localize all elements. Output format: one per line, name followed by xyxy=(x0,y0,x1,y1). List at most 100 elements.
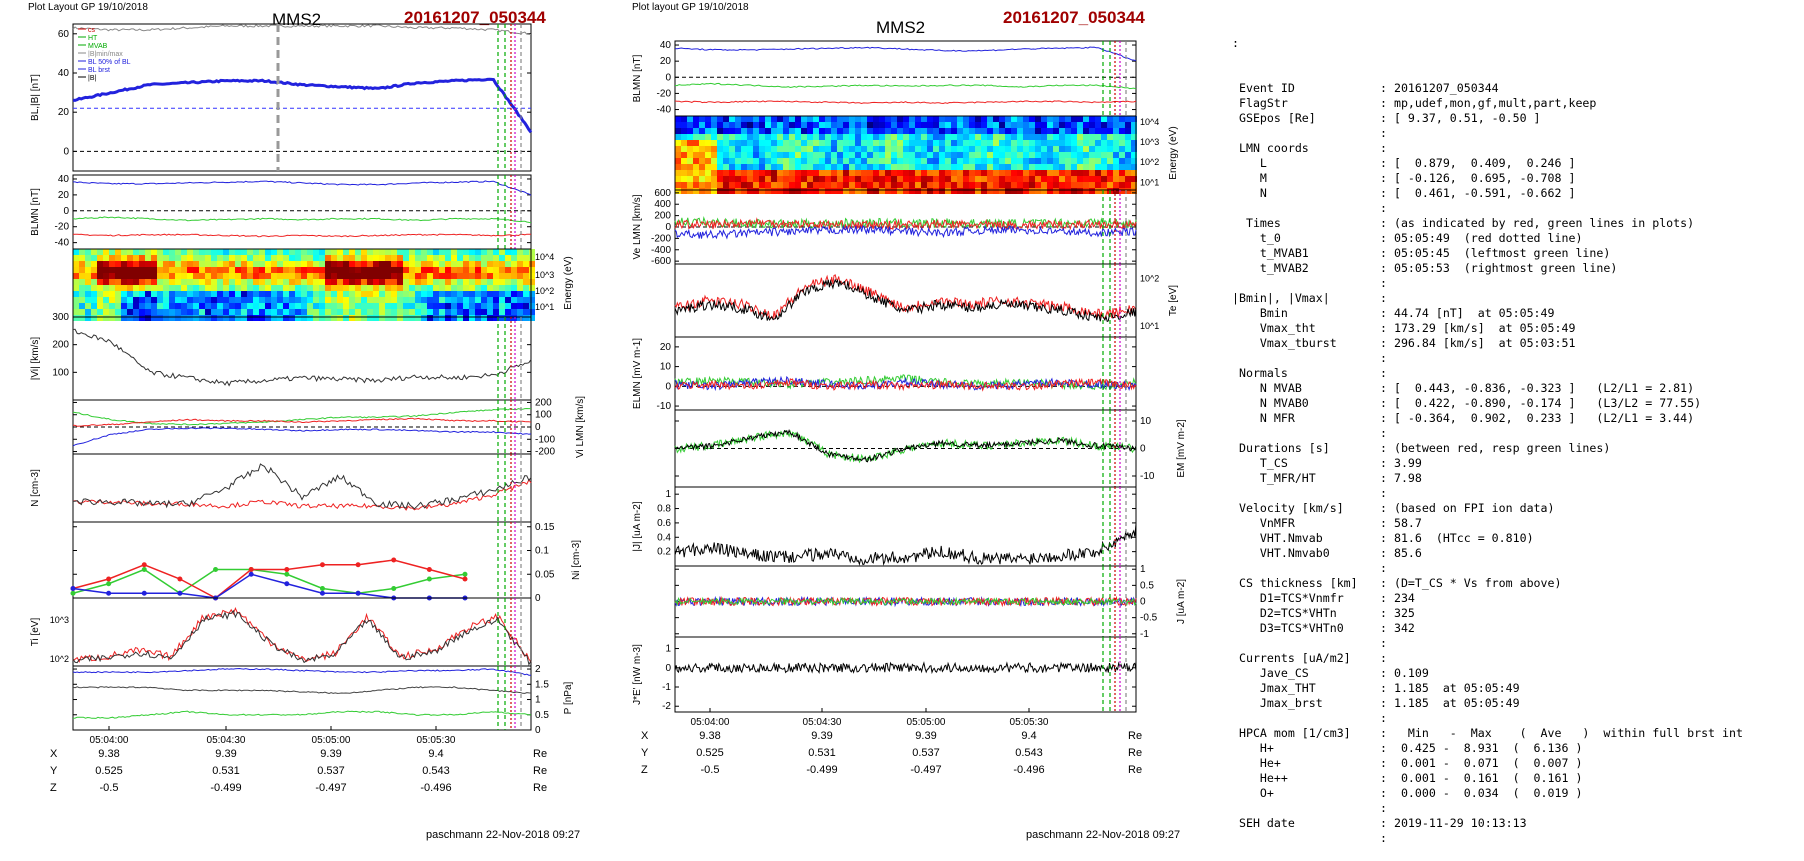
spectrogram-cell xyxy=(759,182,765,188)
spectrogram-cell xyxy=(795,182,801,188)
info-value: : 0.425 - 8.931 ( 6.136 ) xyxy=(1380,741,1583,755)
spectrogram-cell xyxy=(969,122,975,128)
spectrogram-cell xyxy=(295,249,301,255)
y-tick-label: -40 xyxy=(657,105,672,116)
spectrogram-cell xyxy=(723,176,729,182)
spectrogram-cell xyxy=(457,291,463,297)
info-key xyxy=(1232,486,1380,501)
spectrogram-cell xyxy=(1107,116,1113,122)
spectrogram-cell xyxy=(789,164,795,170)
spectrogram-cell xyxy=(499,303,505,309)
series-VL xyxy=(72,407,531,426)
spectrogram-cell xyxy=(795,134,801,140)
spectrogram-cell xyxy=(493,315,499,321)
spectrogram-cell xyxy=(735,176,741,182)
info-key: Bmin xyxy=(1232,306,1288,320)
spectrogram-cell xyxy=(819,116,825,122)
spectrogram-cell xyxy=(511,285,517,291)
spectrogram-cell xyxy=(289,267,295,273)
series-Tpar xyxy=(72,606,532,663)
series-BL-brst xyxy=(72,77,533,134)
spectrogram-cell xyxy=(337,285,343,291)
spectrogram-cell xyxy=(801,158,807,164)
spectrogram-cell xyxy=(951,122,957,128)
spectrogram-cell xyxy=(855,134,861,140)
data-point xyxy=(248,571,254,577)
spectrogram-cell xyxy=(771,152,777,158)
spectrogram-cell xyxy=(427,249,433,255)
spectrogram-cell xyxy=(1017,140,1023,146)
data-point xyxy=(106,576,112,582)
spectrogram-cell xyxy=(1125,158,1131,164)
info-key: LMN coords xyxy=(1232,141,1309,155)
spectrogram-cell xyxy=(457,279,463,285)
spectrogram-cell xyxy=(1047,176,1053,182)
spectrogram-cell xyxy=(313,285,319,291)
info-row: T_MFR/HT: 7.98 xyxy=(1232,471,1798,486)
spectrogram-cell xyxy=(747,146,753,152)
spectrogram-cell xyxy=(409,261,415,267)
spectrogram-cell xyxy=(1095,122,1101,128)
spectrogram-cell xyxy=(253,261,259,267)
spectrogram-cell xyxy=(1089,188,1095,194)
spectrogram-cell xyxy=(145,315,151,321)
spectrogram-cell xyxy=(825,134,831,140)
info-key xyxy=(1232,276,1380,291)
spectrogram-cell xyxy=(451,285,457,291)
spectrogram-cell xyxy=(1035,188,1041,194)
spectrogram-cell xyxy=(687,164,693,170)
spectrogram-cell xyxy=(451,249,457,255)
spectrogram-cell xyxy=(909,122,915,128)
spectrogram-cell xyxy=(855,122,861,128)
spectrogram-cell xyxy=(1071,170,1077,176)
spectrogram-cell xyxy=(813,170,819,176)
spectrogram-cell xyxy=(957,128,963,134)
spectrogram-cell xyxy=(837,170,843,176)
spectrogram-cell xyxy=(1041,128,1047,134)
info-value: : (based on FPI ion data) xyxy=(1380,501,1555,515)
spectrogram-cell xyxy=(717,164,723,170)
spectrogram-cell xyxy=(409,255,415,261)
spectrogram-cell xyxy=(717,140,723,146)
spectrogram-cell xyxy=(837,164,843,170)
spectrogram-cell xyxy=(927,170,933,176)
spectrogram-cell xyxy=(1017,170,1023,176)
spectrogram-cell xyxy=(1065,152,1071,158)
spectrogram-cell xyxy=(1047,170,1053,176)
spectrogram-cell xyxy=(1029,140,1035,146)
spectrogram-cell xyxy=(1071,140,1077,146)
spectrogram-cell xyxy=(1083,182,1089,188)
spectrogram-cell xyxy=(843,128,849,134)
spectrogram-cell xyxy=(729,158,735,164)
spectrogram-cell xyxy=(223,297,229,303)
spectrogram-cell xyxy=(909,164,915,170)
spectrogram-cell xyxy=(795,140,801,146)
coord-unit: Re xyxy=(533,765,548,777)
info-row: : xyxy=(1232,276,1798,291)
ylabel-Vi: |Vi| [km/s] xyxy=(30,337,41,381)
spectrogram-cell xyxy=(1119,182,1125,188)
spectrogram-cell xyxy=(223,273,229,279)
spectrogram-cell xyxy=(921,146,927,152)
spectrogram-cell xyxy=(523,285,529,291)
spectrogram-cell xyxy=(385,291,391,297)
spectrogram-cell xyxy=(807,122,813,128)
spectrogram-cell xyxy=(361,279,367,285)
spectrogram-cell xyxy=(379,249,385,255)
spectrogram-cell xyxy=(85,249,91,255)
spectrogram-cell xyxy=(849,146,855,152)
spectrogram-cell xyxy=(873,152,879,158)
x-tick-label: 05:05:00 xyxy=(907,717,946,728)
spectrogram-cell xyxy=(253,279,259,285)
spectrogram-cell xyxy=(1077,170,1083,176)
spectrogram-cell xyxy=(283,285,289,291)
spectrogram-cell xyxy=(511,309,517,315)
x-tick-label: 05:05:30 xyxy=(1010,717,1049,728)
spectrogram-cell xyxy=(1023,140,1029,146)
spectrogram-cell xyxy=(145,267,151,273)
spectrogram-cell xyxy=(735,122,741,128)
spectrogram-cell xyxy=(897,134,903,140)
spectrogram-cell xyxy=(927,140,933,146)
spectrogram-cell xyxy=(909,176,915,182)
data-point xyxy=(391,586,397,591)
